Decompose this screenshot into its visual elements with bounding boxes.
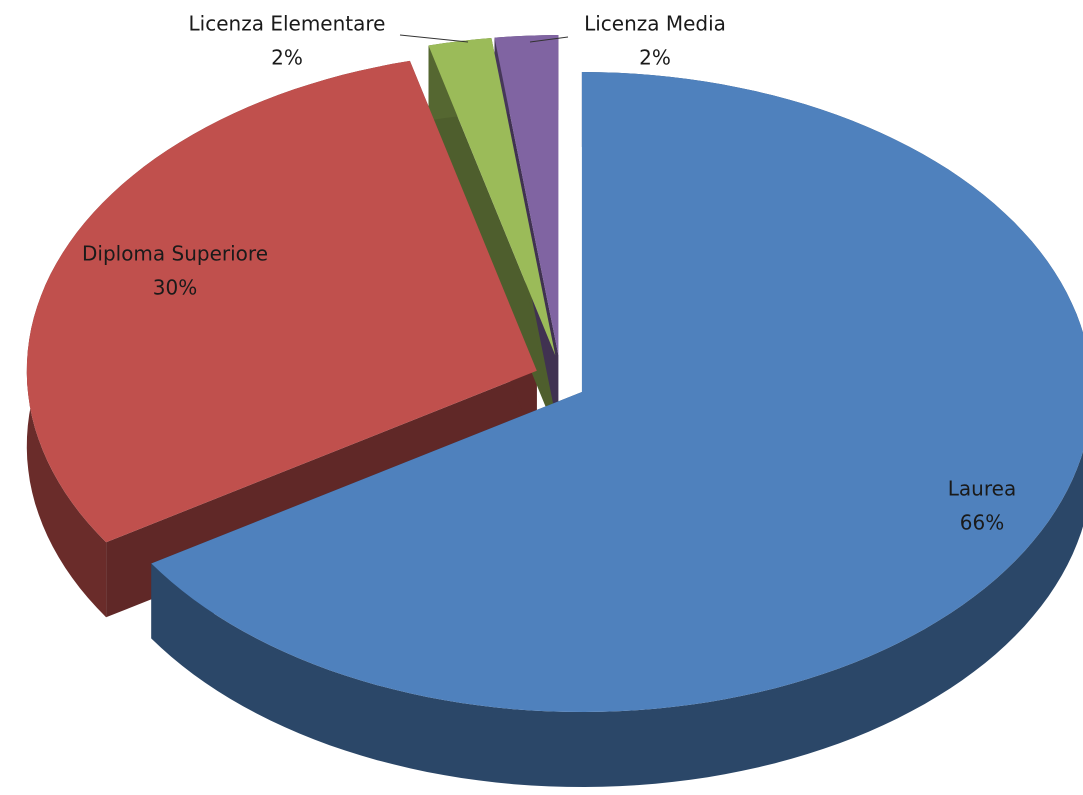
slice-side xyxy=(428,45,556,431)
data-label-value: 30% xyxy=(153,276,197,300)
data-label-name: Licenza Media xyxy=(584,12,726,36)
data-label-name: Diploma Superiore xyxy=(82,242,268,266)
slice xyxy=(26,60,537,543)
slice xyxy=(494,35,559,355)
data-label-value: 2% xyxy=(271,46,303,70)
data-label-value: 66% xyxy=(960,511,1004,535)
data-label-name: Licenza Elementare xyxy=(189,12,386,36)
slice xyxy=(428,38,556,356)
data-label-name: Laurea xyxy=(948,477,1016,501)
slice xyxy=(151,72,1083,712)
leader-line xyxy=(529,36,569,43)
data-label-value: 2% xyxy=(639,46,671,70)
leader-line xyxy=(399,34,469,43)
